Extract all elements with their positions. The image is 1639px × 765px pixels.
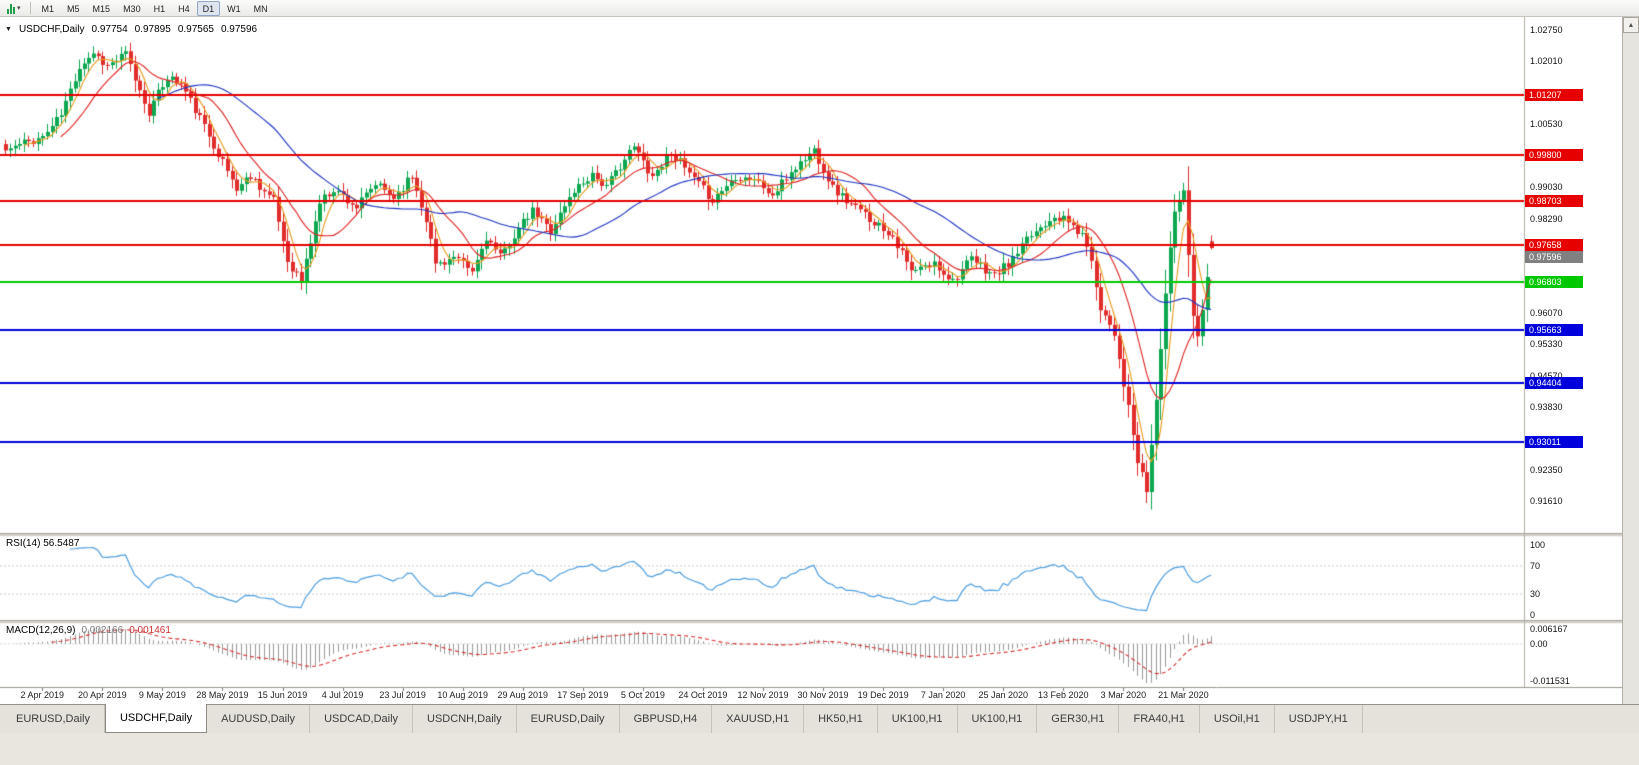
chart-overlay: ▼ USDCHF,Daily 0.97754 0.97895 0.97565 0… [0,17,1622,704]
chart-tab-eurusd-daily[interactable]: EURUSD,Daily [517,705,620,733]
macd-main-value: 0.002166 [81,625,124,636]
date-axis-label: 20 Apr 2019 [78,690,127,700]
toolbar-separator [29,2,31,14]
date-axis-label: 10 Aug 2019 [437,690,488,700]
date-axis-label: 17 Sep 2019 [557,690,609,700]
date-axis-label: 12 Nov 2019 [737,690,789,700]
timeframe-button-m15[interactable]: M15 [92,3,111,14]
date-axis-label: 3 Mar 2020 [1100,690,1147,700]
price-axis-tick: 1.02750 [1530,25,1563,35]
level-price-label: 0.95663 [1525,324,1583,336]
rsi-axis-tick: 30 [1530,589,1541,599]
ohlc-high-value: 0.97895 [134,24,171,35]
chart-header: ▼ USDCHF,Daily 0.97754 0.97895 0.97565 0… [5,24,257,35]
price-axis-tick: 1.02010 [1530,56,1563,67]
macd-name: MACD(12,26,9) [6,625,76,636]
scroll-up-button[interactable]: ▲ [1623,17,1639,33]
current-price-label: 0.97596 [1525,251,1583,263]
date-axis-label: 30 Nov 2019 [797,690,849,700]
macd-axis-tick-min: -0.011531 [1530,676,1570,686]
chart-symbol-label: USDCHF,Daily [18,24,85,35]
chart-tab-usdchf-daily[interactable]: USDCHF,Daily [104,704,208,733]
price-axis-tick: 1.00530 [1530,118,1563,129]
scroll-up-icon: ▲ [1627,21,1635,29]
macd-axis-tick-zero: 0.00 [1530,638,1548,649]
chart-tab-usoil-h1[interactable]: USOil,H1 [1200,705,1275,733]
chart-tab-ger30-h1[interactable]: GER30,H1 [1037,705,1120,733]
date-axis-label: 2 Apr 2019 [20,690,65,700]
timeframe-button-m30[interactable]: M30 [123,3,141,14]
date-axis-label: 24 Oct 2019 [678,690,728,700]
date-axis-label: 23 Jul 2019 [379,690,426,700]
date-axis-label: 25 Jan 2020 [978,690,1028,700]
timeframe-button-m1[interactable]: M1 [41,3,55,14]
level-price-label: 0.98703 [1525,195,1583,207]
level-price-label: 1.01207 [1525,89,1583,101]
date-axis-label: 9 May 2019 [138,690,186,700]
chart-tab-xauusd-h1[interactable]: XAUUSD,H1 [712,705,805,733]
price-axis-tick: 0.92350 [1530,464,1563,475]
chart-tab-uk100-h1[interactable]: UK100,H1 [878,705,958,733]
date-axis-label: 19 Dec 2019 [857,690,909,700]
chart-tab-fra40-h1[interactable]: FRA40,H1 [1119,705,1200,733]
rsi-axis-tick: 100 [1530,540,1546,550]
date-axis-label: 4 Jul 2019 [321,690,364,700]
timeframe-button-m5[interactable]: M5 [67,3,80,14]
date-axis-label: 21 Mar 2020 [1158,690,1209,700]
macd-indicator-label: MACD(12,26,9) 0.002166 0.001461 [6,625,171,636]
price-axis-tick: 0.96070 [1530,307,1563,318]
timeframe-button-mn[interactable]: MN [253,3,268,14]
toolbar: ▾ M1 M5 M15 M30 H1 H4 D1 W1 MN [0,0,1639,17]
timeframe-button-h4[interactable]: H4 [178,3,190,14]
timeframe-button-d1[interactable]: D1 [196,0,221,16]
level-price-label: 0.99800 [1525,149,1583,161]
ohlc-open-value: 0.97754 [91,24,128,35]
rsi-indicator-label: RSI(14) 56.5487 [6,538,79,549]
macd-signal-value: 0.001461 [129,625,171,636]
chart-tab-audusd-daily[interactable]: AUDUSD,Daily [207,705,311,733]
date-axis-label: 7 Jan 2020 [920,690,966,700]
chart-tab-gbpusd-h4[interactable]: GBPUSD,H4 [620,705,713,733]
ohlc-close-value: 0.97596 [220,24,258,35]
chart-area: ▼ USDCHF,Daily 0.97754 0.97895 0.97565 0… [0,17,1639,704]
timeframe-button-w1[interactable]: W1 [227,3,241,14]
rsi-axis-tick: 70 [1530,561,1541,571]
status-area [0,733,1639,765]
level-price-label: 0.94404 [1525,377,1583,389]
level-price-label: 0.96803 [1525,276,1583,288]
chart-tab-usdcnh-daily[interactable]: USDCNH,Daily [413,705,517,733]
price-axis-tick: 0.91610 [1530,496,1563,507]
date-axis-label: 28 May 2019 [196,690,249,700]
chart-tab-usdcad-daily[interactable]: USDCAD,Daily [310,705,414,733]
chart-tabs-bar: EURUSD,Daily USDCHF,Daily AUDUSD,Daily USDC… [0,704,1639,733]
chart-tab-usdjpy-h1[interactable]: USDJPY,H1 [1275,705,1363,733]
level-price-label: 0.97658 [1525,239,1583,251]
price-axis-tick: 0.99030 [1530,182,1563,193]
dropdown-caret-icon: ▾ [17,4,21,12]
price-axis-tick: 0.98290 [1530,213,1563,224]
macd-axis-tick-max: 0.006167 [1530,624,1568,634]
chart-type-dropdown[interactable]: ▾ [3,1,25,16]
price-chart-canvas[interactable] [0,17,1622,704]
date-axis-label: 13 Feb 2020 [1038,690,1089,700]
candlestick-chart-icon [7,3,15,14]
price-axis-tick: 0.93830 [1530,402,1563,413]
date-axis-label: 29 Aug 2019 [497,690,549,700]
date-axis-label: 15 Jun 2019 [257,690,308,700]
vertical-scrollbar[interactable]: ▲ [1622,17,1639,704]
level-price-label: 0.93011 [1525,436,1583,448]
ohlc-low-value: 0.97565 [177,24,214,35]
timeframe-button-h1[interactable]: H1 [153,3,166,14]
price-axis-tick: 0.95330 [1530,338,1563,349]
rsi-axis-tick: 0 [1530,610,1536,620]
timeframe-button-group: M1 M5 M15 M30 H1 H4 D1 W1 MN [36,0,274,16]
date-axis-label: 5 Oct 2019 [620,690,665,700]
chart-tab-uk100-h1[interactable]: UK100,H1 [958,705,1038,733]
chart-tab-eurusd-daily[interactable]: EURUSD,Daily [2,705,105,733]
chart-marker-icon: ▼ [5,26,12,33]
chart-tab-hk50-h1[interactable]: HK50,H1 [804,705,878,733]
rsi-label-text: RSI(14) 56.5487 [6,538,80,549]
price-axis-tick: 0.94570 [1530,371,1563,381]
